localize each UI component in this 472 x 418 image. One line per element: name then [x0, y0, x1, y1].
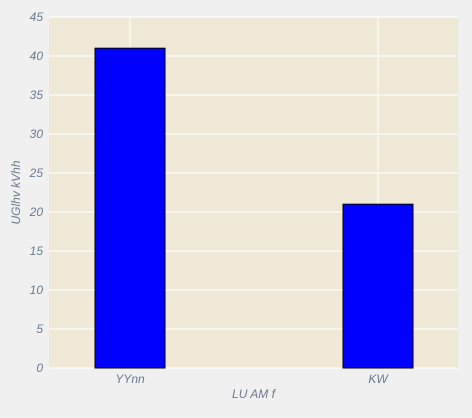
- y-tick-label: 15: [30, 244, 44, 258]
- bar-yynn: [95, 48, 165, 368]
- y-tick-label: 20: [29, 205, 44, 219]
- y-axis-label: UGlhv kVhh: [9, 160, 23, 224]
- y-tick-label: 5: [36, 322, 43, 336]
- y-tick-label: 10: [30, 283, 44, 297]
- x-axis-ticks: YYnn KW: [115, 372, 389, 386]
- y-tick-label: 0: [36, 361, 43, 375]
- y-axis-ticks: 0 5 10 15 20 25 30 35 40 45: [29, 10, 44, 375]
- y-tick-label: 40: [30, 49, 44, 63]
- x-tick-label: KW: [368, 372, 389, 386]
- bar-kw: [343, 204, 413, 368]
- x-axis-label: LU AM f: [232, 387, 277, 401]
- y-tick-label: 45: [30, 10, 44, 24]
- y-tick-label: 30: [30, 127, 44, 141]
- x-tick-label: YYnn: [115, 372, 145, 386]
- y-tick-label: 25: [29, 166, 44, 180]
- y-tick-label: 35: [30, 88, 44, 102]
